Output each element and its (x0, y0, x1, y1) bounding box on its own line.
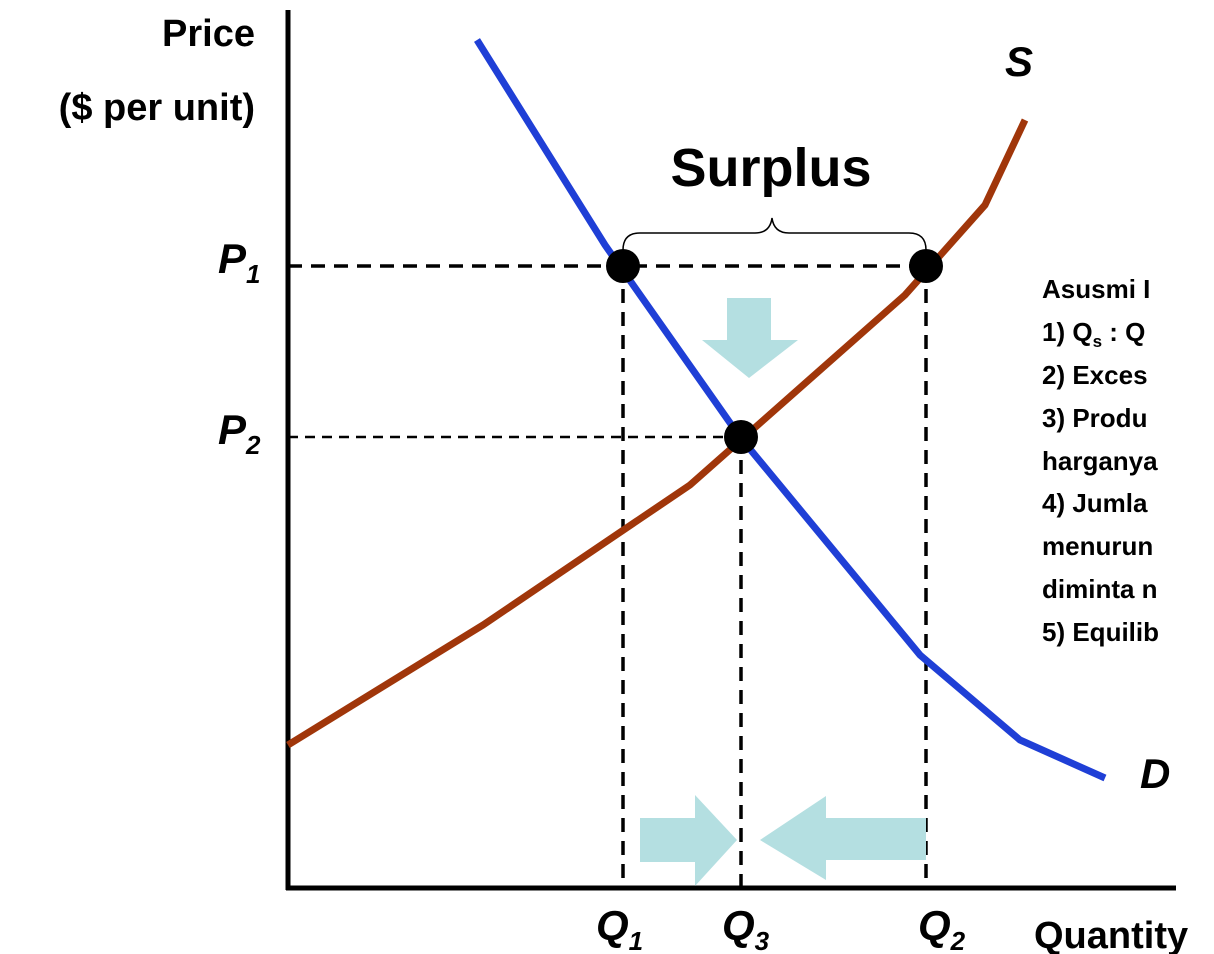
notes: Asusmi I 1) Qs : Q 2) Exces 3) Produ harga… (1042, 274, 1159, 647)
y-axis-label: Price (162, 13, 255, 55)
point (724, 420, 758, 454)
note-line: 5) Equilib (1042, 617, 1159, 647)
quantity-label: Q3 (722, 902, 770, 954)
label-main: P (218, 235, 247, 282)
brace (622, 217, 927, 251)
arrow-left (760, 796, 926, 880)
arrow-down (702, 298, 798, 378)
note-line: 2) Exces (1042, 360, 1148, 390)
label-sub: 3 (755, 926, 770, 954)
note-title: Asusmi I (1042, 274, 1150, 304)
price-label: P1 (218, 235, 260, 289)
note-part: : Q (1102, 317, 1145, 347)
label-main: Q (918, 902, 951, 950)
label-main: Q (596, 902, 629, 950)
note-line: harganya (1042, 446, 1158, 476)
demand-curve (474, 38, 1107, 782)
note-line: 4) Jumla (1042, 488, 1148, 518)
note-part: 1) Q (1042, 317, 1093, 347)
label-sub: 1 (246, 259, 260, 289)
price-label: P2 (218, 406, 261, 460)
note-line: diminta n (1042, 574, 1158, 604)
surplus-label: Surplus (670, 138, 871, 198)
quantity-label: Q1 (596, 902, 643, 954)
y-axis-label: ($ per unit) (59, 87, 255, 129)
note-sub: s (1093, 332, 1102, 351)
arrow-right (640, 795, 737, 886)
point (606, 249, 640, 283)
label-sub: 2 (950, 926, 966, 954)
note-line: 3) Produ (1042, 403, 1147, 433)
note-line: 1) Qs : Q (1042, 317, 1145, 351)
label-sub: 2 (245, 430, 261, 460)
label-sub: 1 (629, 926, 643, 954)
supply-label: S (1005, 38, 1033, 85)
supply-curve (286, 118, 1029, 748)
label-main: P (218, 406, 247, 453)
point (909, 249, 943, 283)
note-line: menurun (1042, 531, 1153, 561)
demand-label: D (1140, 750, 1170, 797)
quantity-label: Q2 (918, 902, 966, 954)
label-main: Q (722, 902, 755, 950)
x-axis-label: Quantity (1034, 915, 1188, 954)
